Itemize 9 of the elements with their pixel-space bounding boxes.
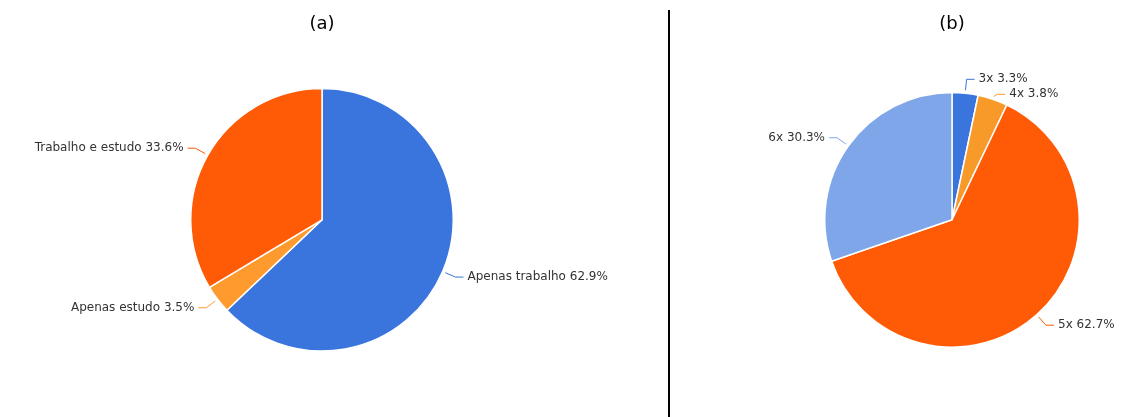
slice-label: Apenas trabalho 62.9% — [467, 269, 608, 284]
slice-label: 3x 3.3% — [978, 71, 1028, 86]
slice-label: Trabalho e estudo 33.6% — [33, 140, 184, 155]
slice-label: 4x 3.8% — [1009, 86, 1059, 101]
slice-label: 5x 62.7% — [1058, 317, 1115, 332]
chart-title: (a) — [309, 12, 335, 34]
slice-label: Apenas estudo 3.5% — [70, 299, 195, 314]
slice-label: 6x 30.3% — [768, 129, 826, 144]
chart-title: (b) — [939, 12, 965, 34]
